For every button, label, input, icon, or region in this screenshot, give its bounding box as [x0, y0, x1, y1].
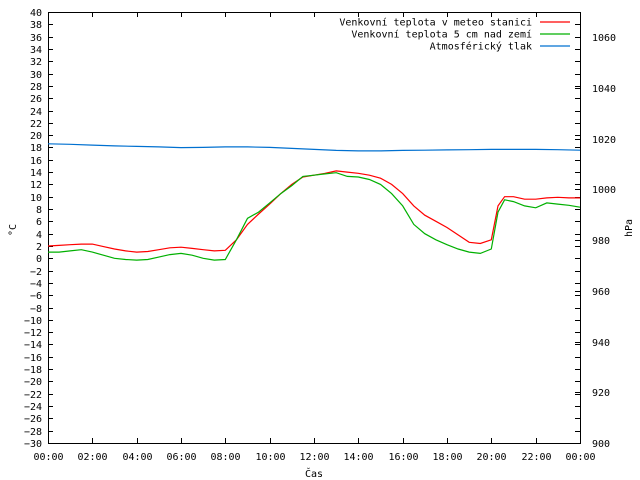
x-tick-label: 04:00	[122, 452, 152, 463]
y-axis-left: −30−28−26−24−22−20−18−16−14−12−10−8−6−4−…	[24, 8, 580, 450]
x-tick-label: 20:00	[476, 452, 506, 463]
y-tick-label: 2	[36, 242, 42, 253]
y2-axis-label: hPa	[624, 219, 635, 237]
y-tick-label: 40	[30, 8, 42, 19]
y-tick-label: −14	[24, 340, 42, 351]
y-tick-label: −26	[24, 414, 42, 425]
x-tick-label: 16:00	[388, 452, 418, 463]
y-tick-label: 14	[30, 168, 42, 179]
y-tick-label: −20	[24, 377, 42, 388]
legend-label-2: Venkovní teplota 5 cm nad zemí	[351, 29, 532, 41]
y-tick-label: −6	[30, 291, 42, 302]
y2-tick-label: 960	[592, 287, 610, 298]
y-axis-label: °C	[8, 224, 19, 236]
y-tick-label: −2	[30, 267, 42, 278]
y2-tick-label: 900	[592, 439, 610, 450]
y-tick-label: 10	[30, 193, 42, 204]
y-tick-label: 32	[30, 57, 42, 68]
y-tick-label: −24	[24, 402, 42, 413]
y2-tick-label: 980	[592, 236, 610, 247]
legend: Venkovní teplota v meteo staniciVenkovní…	[339, 17, 570, 53]
y2-tick-label: 1020	[592, 135, 616, 146]
y2-tick-label: 920	[592, 388, 610, 399]
y-tick-label: 4	[36, 230, 42, 241]
y-tick-label: −8	[30, 304, 42, 315]
series-line-2	[48, 172, 581, 261]
y-tick-label: 16	[30, 156, 42, 167]
y-tick-label: 36	[30, 33, 42, 44]
x-tick-label: 10:00	[255, 452, 285, 463]
y-tick-label: 0	[36, 254, 42, 265]
y-tick-label: 18	[30, 143, 42, 154]
y-tick-label: 38	[30, 20, 42, 31]
x-tick-label: 12:00	[299, 452, 329, 463]
y-tick-label: 6	[36, 217, 42, 228]
y-axis-right: 900 920 940 960 980 1000 1020 1040 1060	[575, 33, 616, 450]
plot-frame	[48, 12, 581, 444]
legend-label-1: Venkovní teplota v meteo stanici	[339, 17, 532, 29]
y-tick-label: 20	[30, 131, 42, 142]
y-tick-label: −10	[24, 316, 42, 327]
series-layer	[47, 143, 581, 261]
y-tick-label: 22	[30, 119, 42, 130]
y-tick-label: −18	[24, 365, 42, 376]
legend-label-3: Atmosférický tlak	[430, 41, 532, 53]
series-line-3	[47, 143, 581, 152]
y2-tick-label: 1060	[592, 33, 616, 44]
y2-tick-label: 940	[592, 338, 610, 349]
x-tick-label: 18:00	[432, 452, 462, 463]
x-tick-label: 08:00	[210, 452, 240, 463]
y-tick-label: 12	[30, 180, 42, 191]
y-tick-label: 8	[36, 205, 42, 216]
x-tick-label: 22:00	[521, 452, 551, 463]
y-tick-label: 24	[30, 107, 42, 118]
y-tick-label: 26	[30, 94, 42, 105]
y-tick-label: −22	[24, 390, 42, 401]
series-line-1	[47, 170, 580, 253]
x-axis: 00:00 02:00 04:00 06:00 08:00 10:00 12:00 14:00…	[33, 12, 596, 463]
y-tick-label: −12	[24, 328, 42, 339]
y-tick-label: 28	[30, 82, 42, 93]
y-tick-label: −30	[24, 439, 42, 450]
x-tick-label: 00:00	[565, 452, 595, 463]
y-tick-label: 34	[30, 45, 42, 56]
y-tick-label: −16	[24, 353, 42, 364]
y2-tick-label: 1040	[592, 84, 616, 95]
x-axis-label: Čas	[305, 467, 323, 480]
y-tick-label: −28	[24, 427, 42, 438]
y2-tick-label: 1000	[592, 185, 616, 196]
x-tick-label: 14:00	[343, 452, 373, 463]
y-tick-label: −4	[30, 279, 42, 290]
y-tick-label: 30	[30, 70, 42, 81]
x-tick-label: 00:00	[33, 452, 63, 463]
x-tick-label: 06:00	[166, 452, 196, 463]
x-tick-label: 02:00	[77, 452, 107, 463]
